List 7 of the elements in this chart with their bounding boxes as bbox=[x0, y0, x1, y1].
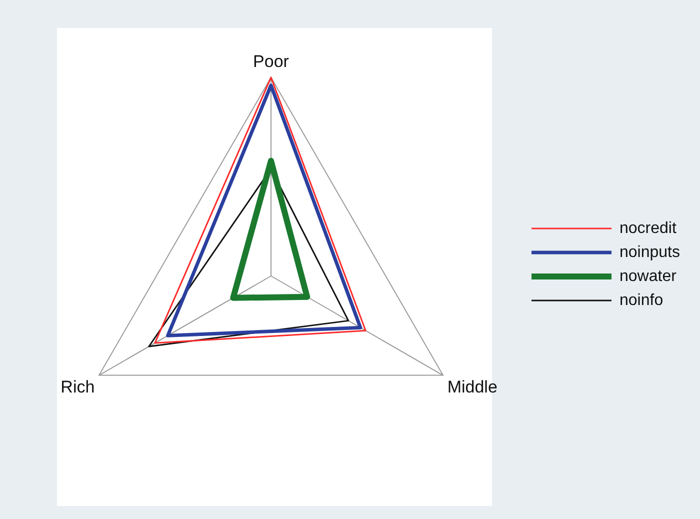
spoke-label: Poor bbox=[253, 52, 290, 71]
spoke-label: Middle bbox=[447, 378, 498, 397]
legend-label: nowater bbox=[620, 268, 678, 285]
legend-label: noinputs bbox=[620, 244, 680, 261]
legend-label: noinfo bbox=[620, 292, 664, 309]
spoke-label: Rich bbox=[60, 378, 95, 397]
legend-label: nocredit bbox=[620, 220, 677, 237]
